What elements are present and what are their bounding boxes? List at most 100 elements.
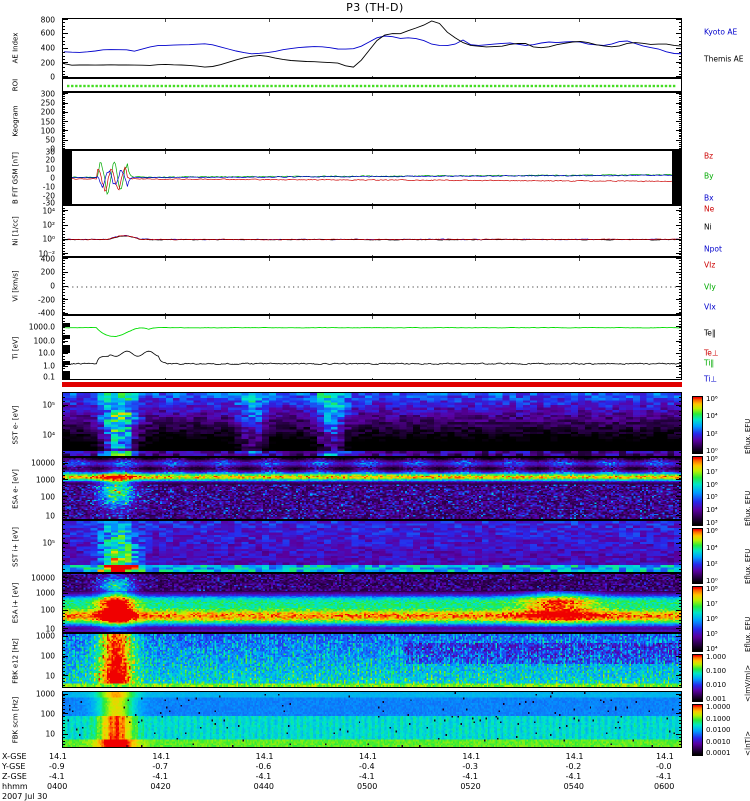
ae-ytick: 400	[40, 43, 55, 53]
minor-tick	[679, 495, 682, 497]
minor-tick	[62, 485, 65, 486]
tick-mark	[676, 365, 682, 367]
tick-mark	[676, 326, 682, 328]
tick-mark	[62, 159, 68, 161]
colorbar-sst-i	[692, 528, 703, 584]
fbk1Y-ytick: 1000	[35, 631, 55, 641]
minor-tick	[679, 134, 682, 136]
panel-fbk-scm	[62, 691, 682, 748]
minor-tick	[62, 326, 65, 328]
xtick-y-gse: -0.0	[656, 762, 672, 771]
minor-tick	[679, 533, 682, 535]
axis-stub	[63, 374, 70, 379]
minor-tick	[679, 362, 682, 364]
minor-tick	[679, 478, 682, 479]
tick-mark	[676, 693, 682, 695]
minor-tick	[679, 401, 682, 403]
minor-tick	[62, 506, 65, 507]
minor-tick	[679, 405, 682, 407]
axis-stub	[63, 360, 70, 365]
minor-tick	[62, 122, 65, 124]
tick-mark	[676, 462, 682, 464]
minor-tick	[62, 488, 65, 490]
vi-ytick: -400	[37, 308, 55, 318]
tick-mark	[676, 479, 682, 481]
xtick-y-gse: -0.3	[462, 762, 478, 771]
panel-graphics	[63, 316, 681, 379]
minor-tick	[62, 25, 65, 27]
minor-tick	[62, 677, 65, 679]
colorbar-gradient	[693, 457, 702, 525]
panel-graphics	[63, 258, 681, 314]
minor-tick	[679, 460, 682, 462]
red-separator-bar	[62, 382, 682, 387]
minor-tick	[62, 271, 65, 273]
esaiY-ytick: 10000	[31, 573, 55, 583]
minor-tick	[62, 374, 65, 376]
minor-tick	[62, 643, 65, 645]
tick-mark	[676, 177, 682, 178]
minor-tick	[62, 719, 65, 721]
panel-ae-index	[62, 18, 682, 78]
fbk2Y-ytick: 1000	[35, 689, 55, 699]
minor-tick	[679, 213, 682, 215]
minor-tick	[62, 559, 65, 561]
tick-mark	[676, 186, 682, 188]
minor-tick	[679, 312, 682, 314]
minor-tick	[62, 335, 65, 337]
xtick-z-gse: -4.1	[152, 772, 168, 781]
tick-mark	[62, 93, 68, 95]
minor-tick	[62, 609, 65, 611]
panel-keogram	[62, 92, 682, 150]
minor-tick	[679, 51, 682, 53]
minor-tick	[62, 207, 65, 209]
minor-tick	[62, 589, 65, 591]
minor-tick	[679, 283, 682, 285]
minor-tick	[62, 639, 65, 641]
panel-graphics	[63, 206, 681, 256]
minor-tick	[679, 502, 682, 504]
minor-tick	[679, 300, 682, 302]
minor-tick	[679, 317, 682, 319]
colorbar-gradient	[693, 655, 702, 701]
tick-mark	[62, 195, 68, 197]
minor-tick	[679, 371, 682, 373]
tick-mark	[62, 62, 68, 64]
minor-tick	[62, 744, 65, 746]
minor-tick	[62, 236, 65, 238]
legend-viz: VIz	[704, 260, 716, 270]
tite-ytick: 10.0	[38, 348, 55, 358]
minor-tick	[679, 248, 682, 250]
minor-tick	[62, 708, 65, 710]
minor-tick	[62, 636, 65, 638]
minor-tick	[62, 320, 65, 322]
minor-tick	[679, 663, 682, 665]
xtick-y-gse: -0.2	[565, 762, 582, 771]
tick-mark	[62, 693, 68, 695]
minor-tick	[62, 646, 65, 648]
tick-mark	[62, 592, 68, 594]
minor-tick	[62, 119, 65, 121]
colorbar-title: <|nT|>	[744, 730, 750, 756]
minor-tick	[62, 405, 65, 407]
minor-tick	[679, 712, 682, 714]
minor-tick	[62, 447, 65, 449]
minor-tick	[679, 616, 682, 618]
minor-tick	[62, 499, 65, 500]
spectrogram-image	[63, 634, 681, 687]
minor-tick	[679, 452, 682, 454]
minor-tick	[679, 347, 682, 349]
xtick-z-gse: -4.1	[565, 772, 582, 781]
minor-tick	[679, 424, 682, 426]
tick-mark	[676, 496, 682, 498]
tick-mark	[676, 93, 682, 95]
tick-mark	[676, 159, 682, 161]
tick-mark	[62, 542, 68, 544]
tick-mark	[676, 340, 682, 342]
minor-tick	[679, 274, 682, 276]
minor-tick	[62, 138, 65, 140]
minor-tick	[679, 646, 682, 648]
xtick-x-gse: 14.1	[49, 752, 67, 761]
minor-tick	[62, 350, 65, 352]
colorbar-label: 10⁸	[706, 455, 718, 463]
